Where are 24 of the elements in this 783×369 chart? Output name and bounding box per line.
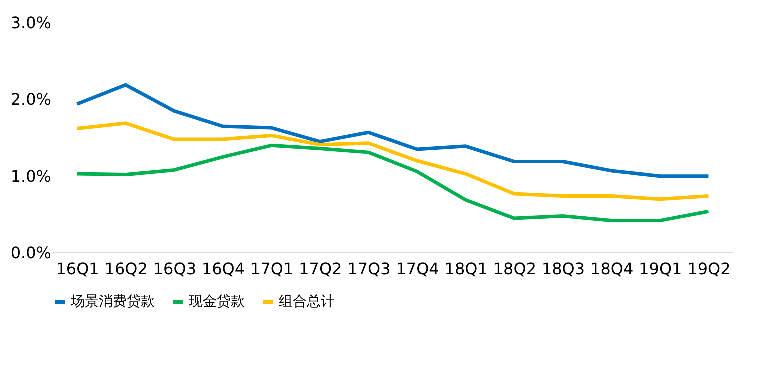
x-tick-label: 16Q3 — [153, 260, 196, 278]
x-tick-label: 19Q2 — [688, 260, 731, 278]
x-tick-label: 18Q4 — [590, 260, 634, 278]
y-tick-label: 2.0% — [10, 90, 52, 110]
x-tick-label: 16Q1 — [56, 260, 100, 278]
x-tick-label: 16Q2 — [104, 260, 148, 278]
legend-label: 组合总计 — [279, 294, 335, 310]
line-series — [76, 122, 710, 202]
x-tick-label: 18Q3 — [542, 260, 586, 278]
x-tick-label: 18Q2 — [493, 260, 536, 278]
y-tick-label: 1.0% — [10, 166, 52, 186]
legend-label: 场景消费贷款 — [70, 294, 155, 310]
x-tick-label: 17Q3 — [348, 260, 391, 278]
x-tick-label: 17Q1 — [250, 260, 294, 278]
x-tick-label: 19Q1 — [639, 260, 682, 278]
x-tick-label: 18Q1 — [444, 260, 488, 278]
line-series — [76, 144, 710, 223]
x-tick-label: 16Q4 — [202, 260, 246, 278]
line-series — [76, 83, 710, 178]
x-tick-label: 17Q4 — [396, 260, 440, 278]
legend-label: 现金贷款 — [189, 294, 245, 310]
y-tick-label: 3.0% — [10, 14, 52, 32]
y-tick-label: 0.0% — [10, 244, 52, 262]
x-tick-label: 17Q2 — [299, 260, 342, 278]
